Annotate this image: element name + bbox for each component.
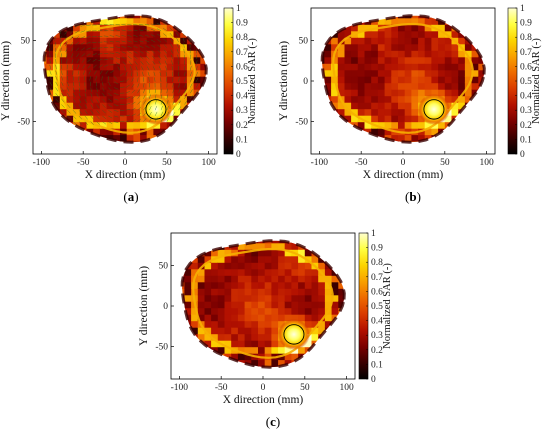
sar-hotspot <box>417 93 451 125</box>
x-tick-label: 0 <box>401 158 406 168</box>
colorbar-tick-label: 0.3 <box>520 106 532 116</box>
y-tick-label: 50 <box>159 261 169 271</box>
y-axis-label: Y direction (mm) <box>0 41 12 121</box>
x-tick-label: 100 <box>202 158 217 168</box>
head-outline <box>320 14 486 144</box>
colorbar-tick-label: 0.3 <box>236 106 248 116</box>
head-outline <box>180 239 346 369</box>
colorbar-tick-label: 0.1 <box>520 135 532 145</box>
colorbar-tick-label: 0.7 <box>371 273 383 283</box>
colorbar-tick-label: 1 <box>371 229 376 239</box>
y-axis-label: Y direction (mm) <box>138 266 150 346</box>
colorbar-tick-label: 0.5 <box>520 77 532 87</box>
colorbar-tick-label: 0.5 <box>236 77 248 87</box>
y-tick-label: 0 <box>303 77 308 87</box>
x-tick-label: -100 <box>171 383 189 393</box>
colorbar-tick-label: 0.4 <box>520 92 532 102</box>
x-tick-label: 50 <box>440 158 450 168</box>
colorbar-label: Normalized SAR (-) <box>247 38 258 124</box>
target-circle <box>423 99 445 120</box>
colorbar-label: Normalized SAR (-) <box>531 38 542 124</box>
x-tick-label: 0 <box>123 158 128 168</box>
y-tick-label: 50 <box>299 36 309 46</box>
colorbar-tick-label: 0.1 <box>371 360 383 370</box>
colorbar-tick-label: 0.4 <box>236 92 248 102</box>
colorbar-tick-label: 0.6 <box>371 287 383 297</box>
head-outline <box>42 14 208 144</box>
colorbar-tick-label: 0.8 <box>236 33 248 43</box>
colorbar-tick-label: 0 <box>520 150 525 160</box>
sar-hotspot <box>277 318 311 350</box>
colorbar-tick-label: 1 <box>520 4 525 14</box>
colorbar-tick-label: 0.4 <box>371 317 383 327</box>
x-tick-label: -50 <box>77 158 90 168</box>
colorbar-tick-label: 0.2 <box>236 121 248 131</box>
y-tick-label: -50 <box>295 118 308 128</box>
x-tick-label: 100 <box>480 158 495 168</box>
x-tick-label: -100 <box>33 158 51 168</box>
y-tick-label: 50 <box>21 36 31 46</box>
x-tick-label: 50 <box>162 158 172 168</box>
y-tick-label: 0 <box>163 302 168 312</box>
x-axis-label: X direction (mm) <box>363 169 444 181</box>
target-circle <box>145 99 167 120</box>
x-tick-label: -50 <box>215 383 228 393</box>
x-tick-label: -100 <box>311 158 329 168</box>
x-tick-label: -50 <box>355 158 368 168</box>
y-tick-label: -50 <box>17 118 30 128</box>
colorbar-tick-label: 0.9 <box>371 244 383 254</box>
sar-hotspot <box>139 93 173 125</box>
colorbar-tick-label: 0.7 <box>236 48 248 58</box>
colorbar-tick-label: 0.2 <box>520 121 532 131</box>
colorbar-tick-label: 0.6 <box>236 62 248 72</box>
colorbar-tick-label: 0.5 <box>371 302 383 312</box>
colorbar-tick-label: 0.9 <box>520 19 532 29</box>
colorbar-tick-label: 0.8 <box>371 258 383 268</box>
colorbar-tick-label: 0.8 <box>520 33 532 43</box>
y-tick-label: 0 <box>25 77 30 87</box>
colorbar-tick-label: 0.9 <box>236 19 248 29</box>
x-axis-label: X direction (mm) <box>223 394 304 406</box>
panel-label: (a) <box>123 189 138 204</box>
panel-label: (c) <box>266 414 280 429</box>
x-tick-label: 100 <box>340 383 355 393</box>
colorbar-tick-label: 0.2 <box>371 346 383 356</box>
panel-label: (b) <box>405 189 421 204</box>
x-axis-label: X direction (mm) <box>85 169 166 181</box>
y-axis-label: Y direction (mm) <box>278 41 290 121</box>
x-tick-label: 0 <box>261 383 266 393</box>
x-tick-label: 50 <box>300 383 310 393</box>
colorbar-tick-label: 0.7 <box>520 48 532 58</box>
sar-field <box>182 240 345 368</box>
colorbar-tick-label: 0.3 <box>371 331 383 341</box>
y-tick-label: -50 <box>155 343 168 353</box>
colorbar-tick-label: 0.1 <box>236 135 248 145</box>
target-circle <box>283 324 305 345</box>
colorbar-label: Normalized SAR (-) <box>382 263 393 349</box>
colorbar-tick-label: 1 <box>236 4 241 14</box>
colorbar-tick-label: 0 <box>236 150 241 160</box>
colorbar-tick-label: 0.6 <box>520 62 532 72</box>
colorbar-tick-label: 0 <box>371 375 376 385</box>
